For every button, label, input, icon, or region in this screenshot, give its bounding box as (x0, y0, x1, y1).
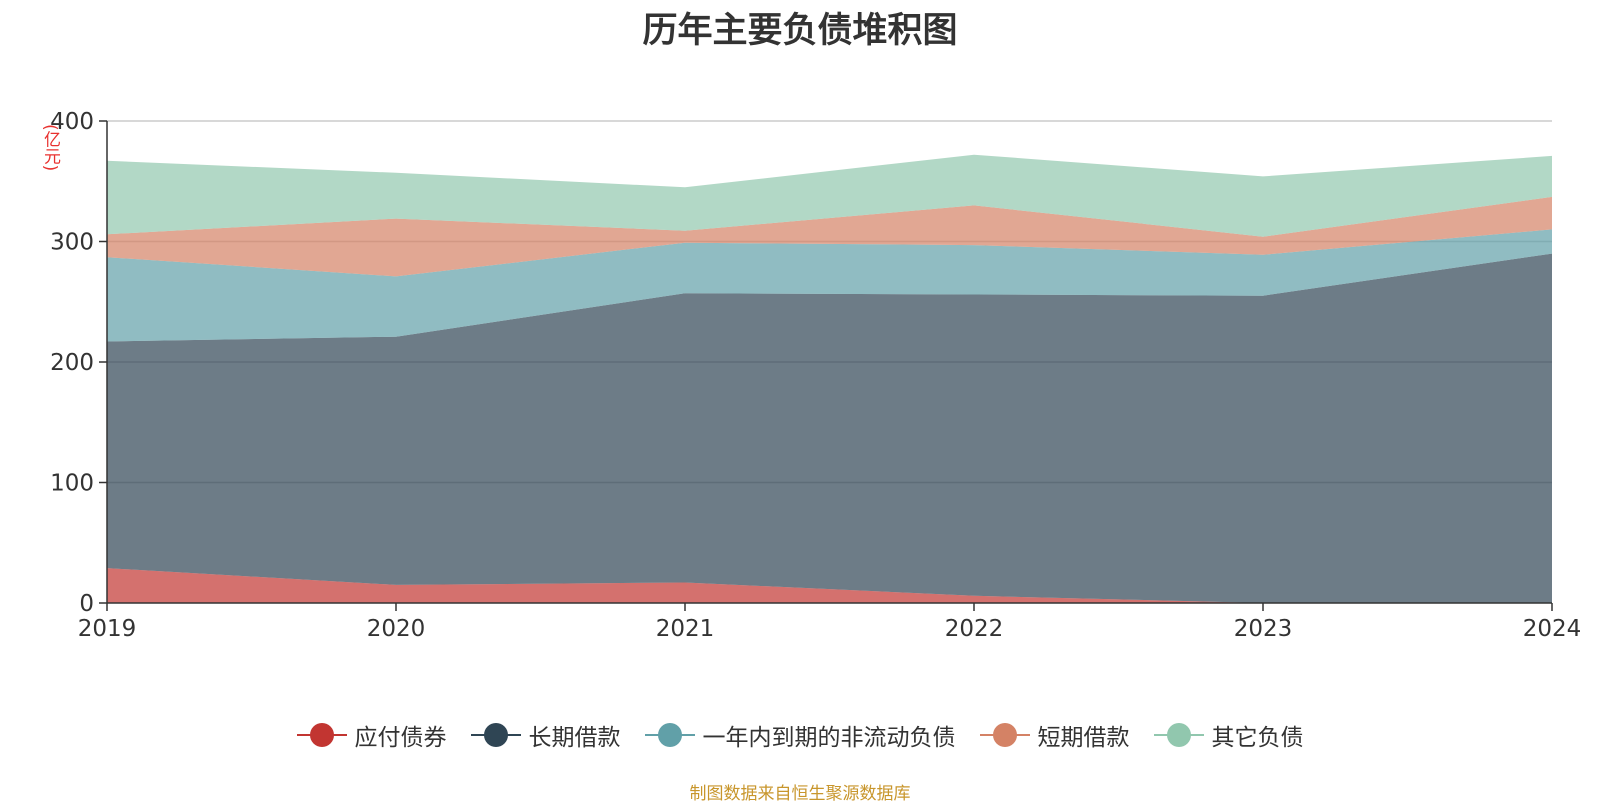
legend-label: 应付债券 (354, 725, 447, 751)
legend-marker-icon (979, 722, 1030, 748)
area-series-4[interactable] (107, 154, 1552, 237)
y-tick-label-100: 100 (50, 471, 94, 497)
legend-marker-icon (296, 722, 347, 748)
axes: 0 100 200 300 400 2019 2020 2021 2022 2023 2024 (50, 109, 1581, 642)
y-tick-label-0: 0 (79, 591, 94, 617)
legend-marker-icon (1153, 722, 1204, 748)
legend-item-0[interactable]: 应付债券 (296, 718, 447, 752)
legend-marker-icon (470, 722, 521, 748)
legend-item-1[interactable]: 长期借款 (470, 718, 621, 752)
legend-label: 短期借款 (1037, 725, 1130, 751)
legend-label: 其它负债 (1211, 725, 1304, 751)
area-series-3[interactable] (107, 196, 1552, 277)
legend: 应付债券 长期借款 一年内到期的非流动负债 短期借款 其它负债 (0, 718, 1600, 752)
area-series (107, 154, 1552, 603)
x-tick-label-2020: 2020 (367, 616, 426, 642)
y-tick-label-200: 200 (50, 350, 94, 376)
legend-item-3[interactable]: 短期借款 (979, 718, 1130, 752)
x-tick-label-2024: 2024 (1523, 616, 1582, 642)
x-tick-label-2022: 2022 (945, 616, 1004, 642)
y-tick-label-300: 300 (50, 230, 94, 256)
legend-label: 长期借款 (528, 725, 621, 751)
chart-title: 历年主要负债堆积图 (642, 11, 958, 51)
x-tick-label-2023: 2023 (1234, 616, 1293, 642)
stacked-area-chart: 0 100 200 300 400 2019 2020 2021 2022 2023 2024 (50, 109, 1581, 642)
x-tick-label-2021: 2021 (656, 616, 715, 642)
area-series-0[interactable] (107, 568, 1552, 603)
x-tick-label-2019: 2019 (78, 616, 137, 642)
legend-item-4[interactable]: 其它负债 (1153, 718, 1304, 752)
legend-label: 一年内到期的非流动负债 (702, 725, 956, 751)
y-axis-unit-label: (亿元) (40, 124, 60, 172)
area-series-1[interactable] (107, 253, 1552, 603)
area-series-2[interactable] (107, 229, 1552, 342)
data-source-note: 制图数据来自恒生聚源数据库 (689, 784, 911, 804)
legend-item-2[interactable]: 一年内到期的非流动负债 (644, 718, 956, 752)
y-tick-label-400: 400 (50, 109, 94, 135)
legend-marker-icon (644, 722, 695, 748)
